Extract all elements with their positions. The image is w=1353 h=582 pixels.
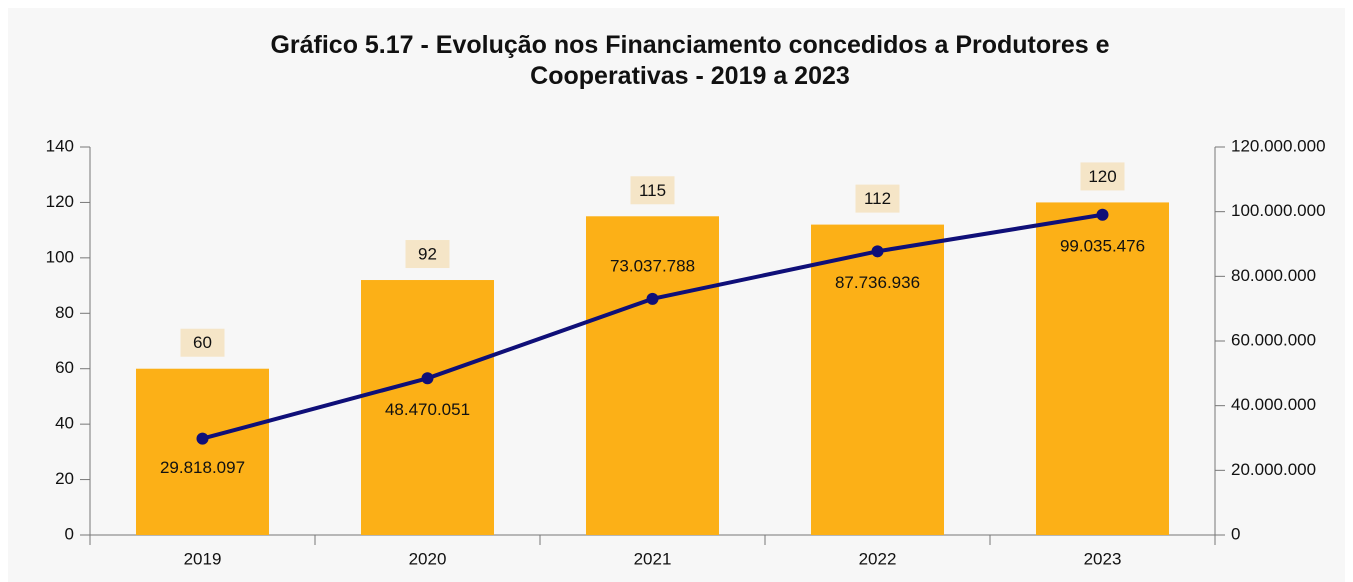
bar-label-box [855,184,900,213]
line-label: 48.470.051 [385,400,470,419]
y-tick-label: 100 [46,247,74,266]
y-tick-label: 20 [55,469,74,488]
line-label: 73.037.788 [610,256,695,275]
y-tick-label: 60 [55,358,74,377]
bar [586,216,719,536]
y2-tick-label: 40.000.000 [1231,395,1316,414]
line-point [421,372,434,385]
bar-label-box [405,240,450,269]
bar-label: 112 [864,189,891,208]
bar-label: 120 [1088,167,1116,186]
x-tick-label: 2023 [1084,549,1122,568]
x-tick-label: 2021 [634,549,672,568]
line-label: 87.736.936 [835,273,920,292]
line-point [1096,208,1109,221]
y2-tick-label: 120.000.000 [1231,136,1326,155]
y2-tick-label: 20.000.000 [1231,460,1316,479]
x-tick-label: 2022 [859,549,897,568]
x-tick-label: 2019 [184,549,222,568]
bar [361,280,494,535]
y-tick-label: 120 [46,192,74,211]
bar [811,224,944,535]
bar-label: 115 [639,181,666,200]
bar-label: 60 [193,333,212,352]
line-point [646,292,659,305]
bar [136,368,269,535]
y-tick-label: 140 [46,136,74,155]
line-label: 99.035.476 [1060,236,1145,255]
line-label: 29.818.097 [160,458,245,477]
bar-label: 92 [418,245,437,264]
y2-tick-label: 0 [1231,524,1240,543]
y-tick-label: 80 [55,303,74,322]
line-point [196,432,209,445]
bar-label-box [180,328,225,357]
y2-tick-label: 60.000.000 [1231,330,1316,349]
x-tick-label: 2020 [409,549,447,568]
y-tick-label: 40 [55,414,74,433]
y-tick-label: 0 [65,524,74,543]
bar-label-box [1080,162,1125,191]
line-point [871,245,884,258]
bar-label-box [630,176,675,205]
y2-tick-label: 100.000.000 [1231,201,1326,220]
y2-tick-label: 80.000.000 [1231,266,1316,285]
bar [1036,202,1169,535]
chart-title: Gráfico 5.17 - Evolução nos Financiament… [270,31,1110,90]
